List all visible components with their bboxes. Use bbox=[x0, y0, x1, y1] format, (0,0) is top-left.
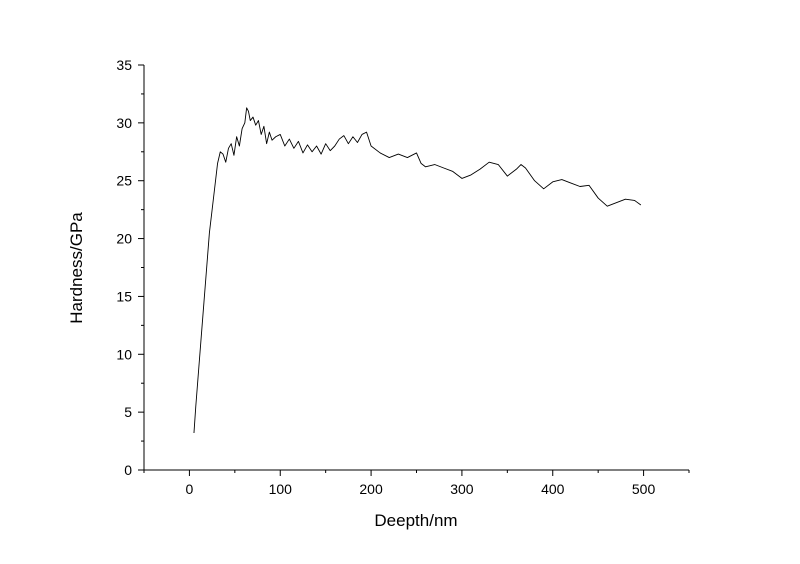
ticks bbox=[138, 64, 690, 476]
axes bbox=[143, 65, 689, 471]
y-tick-label: 25 bbox=[116, 173, 132, 189]
x-tick-label: 500 bbox=[632, 481, 656, 497]
x-tick-label: 400 bbox=[541, 481, 565, 497]
y-tick-label: 10 bbox=[116, 346, 132, 362]
y-tick-label: 20 bbox=[116, 231, 132, 247]
y-tick-label: 5 bbox=[124, 404, 132, 420]
y-tick-label: 30 bbox=[116, 115, 132, 131]
x-tick-label: 200 bbox=[359, 481, 383, 497]
x-axis-title: Deepth/nm bbox=[374, 511, 457, 530]
y-tick-label: 0 bbox=[124, 462, 132, 478]
x-tick-label: 0 bbox=[186, 481, 194, 497]
series-line bbox=[193, 107, 642, 434]
x-tick-label: 100 bbox=[269, 481, 293, 497]
y-axis-title: Hardness/GPa bbox=[67, 212, 86, 324]
y-tick-label: 35 bbox=[116, 57, 132, 73]
tick-labels: 0 100 200 300 400 500 0 5 10 15 20 25 30 35 bbox=[116, 57, 655, 497]
y-tick-label: 15 bbox=[116, 288, 132, 304]
x-tick-label: 300 bbox=[450, 481, 474, 497]
